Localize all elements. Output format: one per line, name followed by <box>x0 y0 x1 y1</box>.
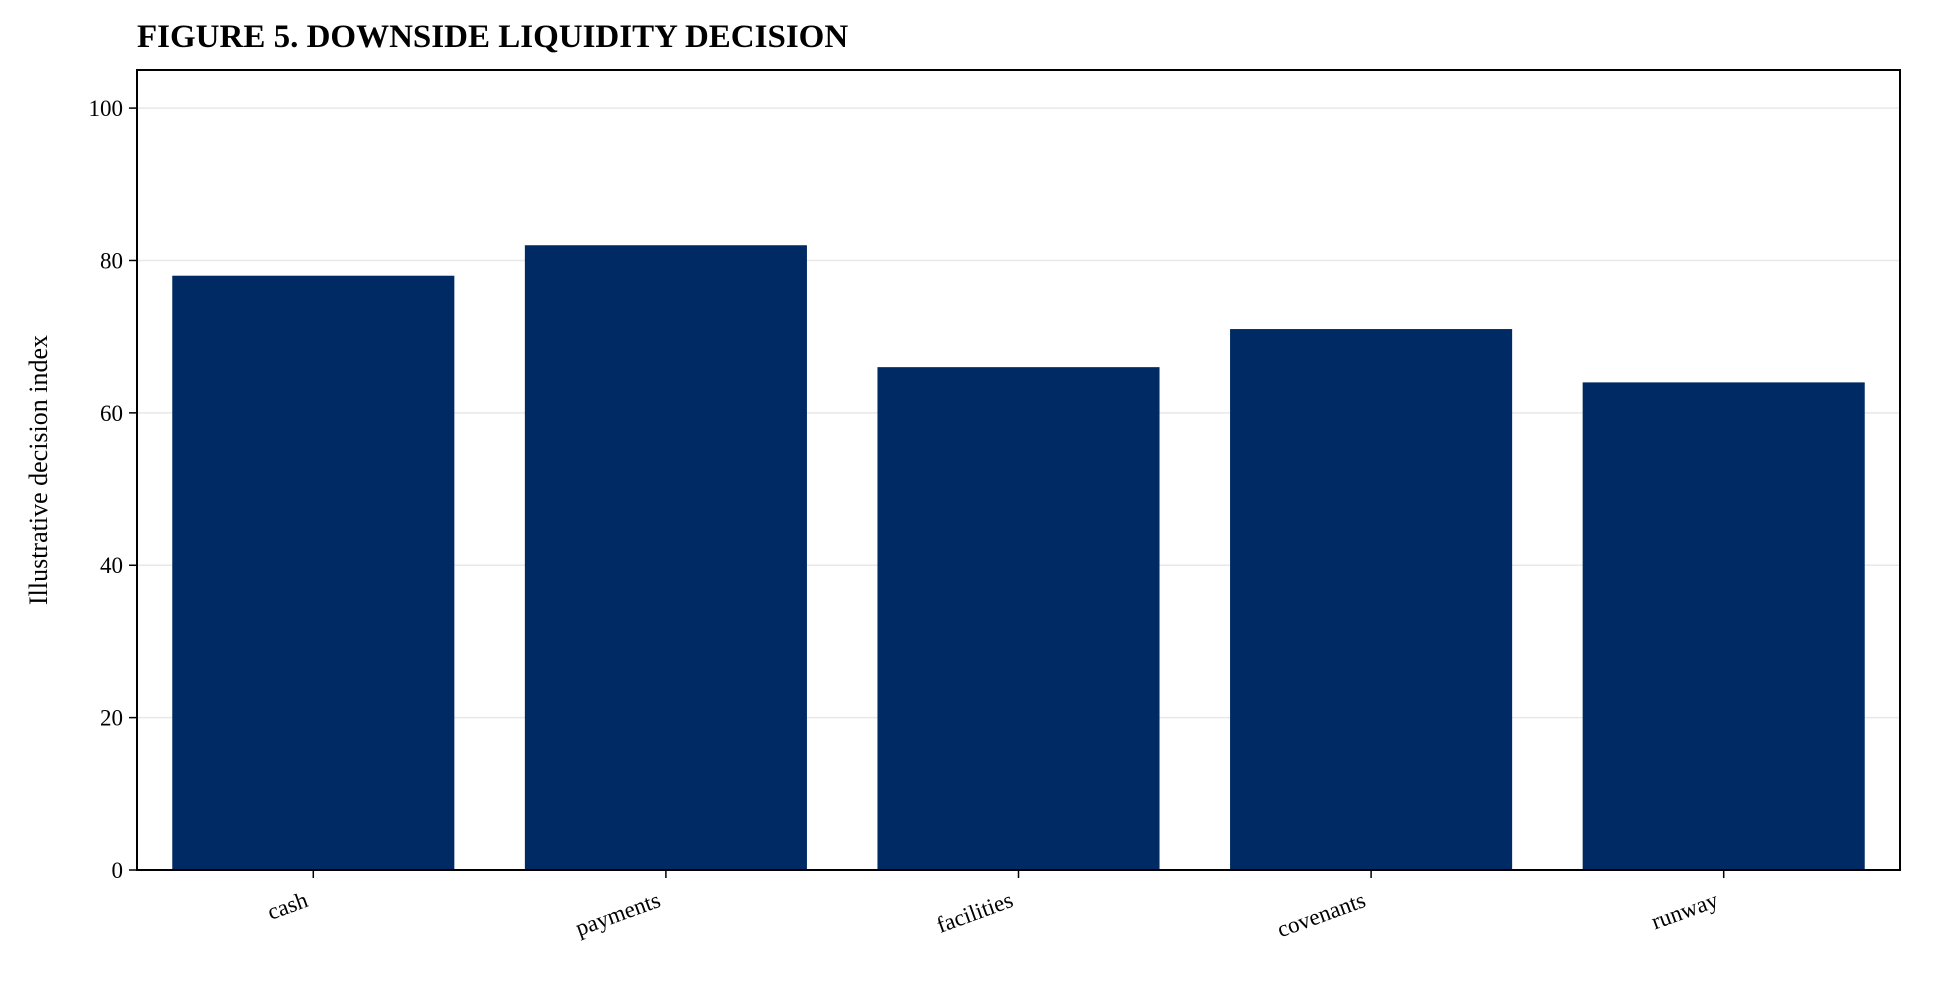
bar-facilities <box>877 367 1160 870</box>
bar-runway <box>1582 382 1865 870</box>
y-axis: 0 20 40 60 80 100 <box>89 96 137 883</box>
chart-title: FIGURE 5. DOWNSIDE LIQUIDITY DECISION <box>137 19 848 55</box>
y-tick-label: 100 <box>89 96 124 121</box>
x-tick-label: cash <box>264 887 311 925</box>
bar-payments <box>524 245 807 870</box>
x-axis: cash payments facilities covenants runway <box>264 870 1725 942</box>
plot-frame <box>136 69 1901 871</box>
bars <box>172 245 1865 870</box>
y-tick-label: 20 <box>100 706 123 731</box>
y-tick-label: 80 <box>100 248 123 273</box>
x-tick-label: payments <box>572 887 663 941</box>
x-tick-label: covenants <box>1274 887 1369 942</box>
x-tick-label: runway <box>1648 887 1722 934</box>
y-tick-label: 60 <box>100 401 123 426</box>
y-axis-label: Illustrative decision index <box>24 335 53 605</box>
bar-cash <box>172 275 455 870</box>
x-tick-label: facilities <box>933 887 1016 938</box>
y-tick-label: 40 <box>100 553 123 578</box>
y-tick-label: 0 <box>112 858 124 883</box>
bar-covenants <box>1230 329 1513 870</box>
